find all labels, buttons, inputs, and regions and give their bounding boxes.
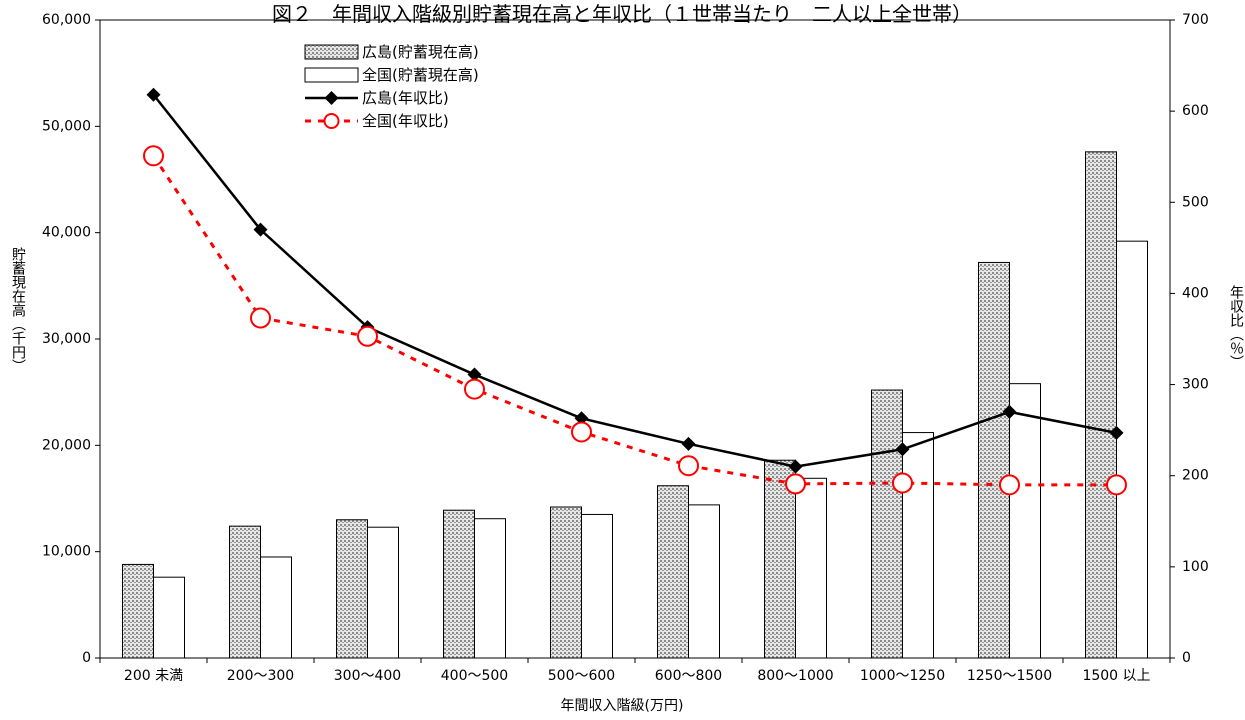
point-hiroshima-ratio bbox=[788, 459, 803, 474]
bar-national bbox=[474, 518, 506, 659]
legend-marker-hiroshima-ratio bbox=[324, 91, 339, 105]
x-tick-label: 200 未満 bbox=[124, 668, 183, 684]
bar-national bbox=[902, 432, 934, 659]
legend-label: 広島(年収比) bbox=[362, 89, 449, 107]
bar-hiroshima bbox=[978, 261, 1010, 659]
point-national-ratio bbox=[678, 455, 699, 477]
x-axis-title: 年間収入階級(万円) bbox=[561, 698, 684, 714]
x-tick-label: 400～500 bbox=[441, 668, 508, 684]
x-tick-label: 300～400 bbox=[334, 668, 401, 684]
legend-swatch-national-savings bbox=[304, 67, 359, 83]
legend-marker-national-ratio bbox=[323, 113, 340, 129]
x-tick-label: 1000～1250 bbox=[860, 668, 945, 684]
y-right-tick-label: 400 bbox=[1182, 285, 1209, 301]
legend-label: 広島(貯蓄現在高) bbox=[362, 43, 479, 61]
point-national-ratio bbox=[143, 145, 164, 167]
line-national bbox=[152, 154, 1117, 487]
point-national-ratio bbox=[464, 378, 485, 400]
y-right-tick-label: 700 bbox=[1182, 12, 1209, 28]
y-right-tick-label: 300 bbox=[1182, 377, 1209, 393]
bar-national bbox=[153, 576, 185, 659]
bar-hiroshima bbox=[122, 563, 154, 659]
x-tick-label: 1250～1500 bbox=[967, 668, 1052, 684]
y-left-tick-label: 20,000 bbox=[42, 437, 91, 453]
point-hiroshima-ratio bbox=[1109, 425, 1124, 440]
bar-hiroshima bbox=[657, 485, 689, 659]
bar-hiroshima bbox=[229, 525, 261, 659]
x-tick-label: 1500 以上 bbox=[1082, 668, 1150, 684]
y-left-tick-label: 60,000 bbox=[42, 12, 91, 28]
bar-hiroshima bbox=[1085, 151, 1117, 659]
point-hiroshima-ratio bbox=[681, 436, 696, 451]
y-right-tick-label: 0 bbox=[1182, 650, 1191, 666]
y-right-axis-title: 年収比（％） bbox=[1228, 285, 1244, 369]
x-tick-label: 200～300 bbox=[227, 668, 294, 684]
y-left-tick-label: 10,000 bbox=[42, 544, 91, 560]
bar-hiroshima bbox=[871, 389, 903, 659]
chart-title: 図２ 年間収入階級別貯蓄現在高と年収比（１世帯当たり 二人以上全世帯） bbox=[272, 2, 972, 26]
point-hiroshima-ratio bbox=[253, 222, 268, 237]
bar-national bbox=[1009, 383, 1041, 659]
point-hiroshima-ratio bbox=[574, 411, 589, 426]
point-hiroshima-ratio bbox=[146, 87, 161, 102]
bar-national bbox=[688, 504, 720, 659]
bar-hiroshima bbox=[443, 509, 475, 659]
y-left-tick-label: 50,000 bbox=[42, 118, 91, 134]
y-right-tick-label: 500 bbox=[1182, 194, 1209, 210]
point-national-ratio bbox=[785, 473, 806, 495]
y-left-tick-label: 30,000 bbox=[42, 331, 91, 347]
bar-national bbox=[367, 526, 399, 659]
bar-hiroshima bbox=[336, 519, 368, 659]
bar-national bbox=[260, 556, 292, 659]
point-hiroshima-ratio bbox=[467, 367, 482, 382]
y-right-tick-label: 200 bbox=[1182, 468, 1209, 484]
bar-hiroshima bbox=[764, 459, 796, 659]
legend-label: 全国(年収比) bbox=[362, 112, 449, 130]
x-tick-label: 800～1000 bbox=[757, 668, 833, 684]
x-tick-label: 500～600 bbox=[548, 668, 615, 684]
y-right-tick-label: 100 bbox=[1182, 559, 1209, 575]
bar-national bbox=[581, 513, 613, 659]
point-national-ratio bbox=[1106, 474, 1127, 496]
y-right-tick-label: 600 bbox=[1182, 103, 1209, 119]
x-tick-label: 600～800 bbox=[655, 668, 722, 684]
line-hiroshima bbox=[152, 93, 1117, 468]
bar-hiroshima bbox=[550, 506, 582, 659]
y-left-axis-title: 貯蓄現在高（千円） bbox=[10, 247, 26, 373]
point-national-ratio bbox=[999, 474, 1020, 496]
point-national-ratio bbox=[571, 421, 592, 443]
legend-label: 全国(貯蓄現在高) bbox=[362, 66, 479, 84]
bar-national bbox=[1116, 240, 1148, 659]
point-national-ratio bbox=[892, 472, 913, 494]
bar-national bbox=[795, 477, 827, 659]
point-hiroshima-ratio bbox=[1002, 404, 1017, 419]
point-hiroshima-ratio bbox=[895, 442, 910, 457]
y-left-tick-label: 0 bbox=[82, 650, 91, 666]
point-national-ratio bbox=[357, 325, 378, 347]
legend-swatch-hiroshima-savings bbox=[304, 44, 359, 60]
point-national-ratio bbox=[250, 307, 271, 329]
y-left-tick-label: 40,000 bbox=[42, 225, 91, 241]
